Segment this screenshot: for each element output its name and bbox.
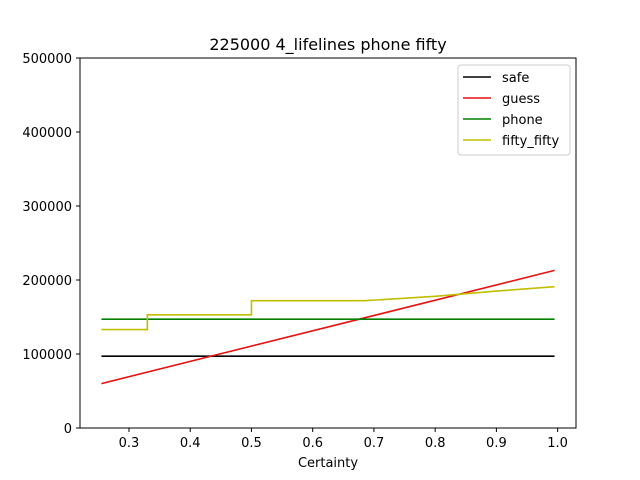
x-axis: 0.3 0.4 0.5 0.6 0.7 0.8 0.9 1.0 xyxy=(119,428,568,451)
series-layer xyxy=(101,269,555,385)
x-tick-label: 1.0 xyxy=(547,436,568,451)
y-tick-label: 500000 xyxy=(22,52,72,67)
x-tick-label: 0.7 xyxy=(364,436,385,451)
legend-label-fifty-fifty: fifty_fifty xyxy=(502,134,559,149)
x-tick-label: 0.6 xyxy=(302,436,323,451)
legend: safe guess phone fifty_fifty xyxy=(457,64,571,156)
y-tick-label: 0 xyxy=(64,422,72,437)
x-tick-label: 0.9 xyxy=(486,436,507,451)
legend-label-guess: guess xyxy=(502,92,540,107)
y-tick-label: 200000 xyxy=(22,274,72,289)
legend-label-phone: phone xyxy=(502,113,543,128)
legend-label-safe: safe xyxy=(502,71,529,86)
y-axis: 0 100000 200000 300000 400000 500000 xyxy=(22,52,80,437)
series-line-fifty-fifty xyxy=(101,285,555,331)
x-tick-label: 0.4 xyxy=(180,436,201,451)
x-tick-label: 0.5 xyxy=(241,436,262,451)
y-tick-label: 100000 xyxy=(22,348,72,363)
series-line-guess xyxy=(101,269,555,385)
chart-title: 225000 4_lifelines phone fifty xyxy=(209,35,446,55)
x-tick-label: 0.8 xyxy=(425,436,446,451)
x-axis-label: Certainty xyxy=(298,456,358,471)
y-tick-label: 400000 xyxy=(22,126,72,141)
plot-frame xyxy=(79,57,577,429)
y-tick-label: 300000 xyxy=(22,200,72,215)
x-tick-label: 0.3 xyxy=(119,436,140,451)
legend-box xyxy=(457,64,571,156)
